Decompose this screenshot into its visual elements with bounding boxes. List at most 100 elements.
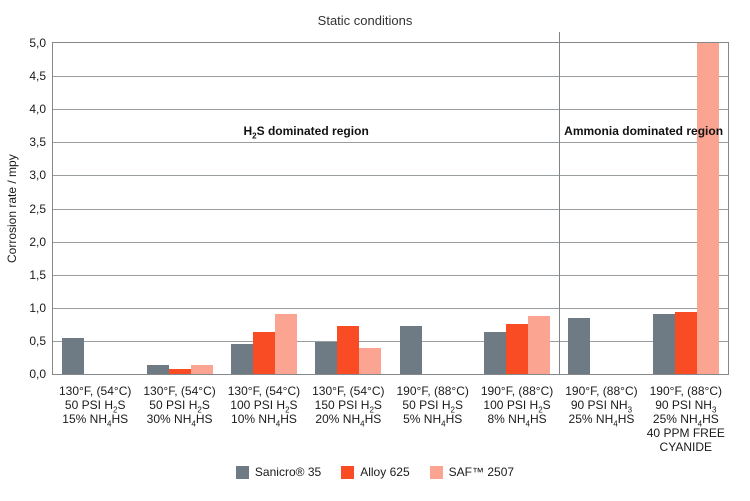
region-annotation: H2S dominated region — [243, 124, 369, 141]
subscript: 3 — [627, 405, 633, 415]
legend-item: SAF™ 2507 — [429, 465, 515, 479]
x-category-label-line: 100 PSI H2S — [230, 398, 298, 415]
y-tick-label: 0,5 — [29, 333, 46, 348]
legend-label: Sanicro® 35 — [254, 465, 322, 479]
subscript: 2 — [197, 405, 202, 415]
y-tick-label: 1,5 — [29, 267, 46, 282]
subscript: 4 — [360, 419, 365, 429]
bar — [168, 368, 191, 374]
bar — [315, 342, 338, 374]
x-category-label-line: 50 PSI H2S — [64, 398, 126, 415]
x-category-label-line: 25% NH4HS — [568, 412, 635, 429]
x-category-label-line: CYANIDE — [659, 440, 713, 454]
subscript: 4 — [106, 419, 112, 429]
x-category-label-line: 10% NH4HS — [231, 412, 297, 429]
legend-item: Sanicro® 35 — [235, 465, 322, 479]
x-category-label-line: 15% NH4HS — [62, 412, 129, 429]
x-category-label-line: 20% NH4HS — [315, 412, 382, 429]
gridline — [53, 76, 728, 78]
subscript: 4 — [275, 419, 281, 429]
legend-swatch — [429, 465, 443, 479]
y-tick-label: 5,0 — [29, 36, 46, 50]
subscript: 4 — [697, 419, 703, 429]
subscript: 2 — [252, 131, 257, 141]
x-category-label: 190°F, (88°C) 50 PSI H2S 5% NH4HS — [383, 384, 483, 429]
bar — [359, 348, 382, 374]
subscript: 4 — [613, 419, 618, 429]
y-tick-label: 2,0 — [29, 234, 46, 249]
legend-label: SAF™ 2507 — [448, 465, 515, 479]
region-divider — [559, 32, 561, 374]
y-tick-label: 0,0 — [29, 367, 46, 381]
bar — [674, 312, 697, 374]
x-category-label-line: 130°F, (54°C) — [143, 384, 216, 398]
bar — [652, 313, 675, 374]
x-category-label: 190°F, (88°C) 100 PSI H2S 8% NH4HS — [467, 384, 567, 429]
subscript: 2 — [113, 405, 118, 415]
x-category-label-line: 130°F, (54°C) — [58, 384, 132, 398]
legend-swatch — [235, 465, 249, 479]
y-tick-label: 3,5 — [29, 135, 46, 150]
y-tick-label: 1,0 — [29, 300, 46, 315]
x-category-label: 130°F, (54°C) 150 PSI H2S 20% NH4HS — [298, 384, 398, 429]
subscript: 4 — [525, 419, 530, 429]
y-tick-label: 2,5 — [29, 201, 46, 216]
legend-item: Alloy 625 — [341, 465, 410, 479]
bar — [506, 323, 529, 374]
legend-swatch — [341, 465, 355, 479]
gridline — [53, 241, 728, 243]
x-category-label: 130°F, (54°C) 50 PSI H2S 30% NH4HS — [130, 384, 230, 429]
bar — [528, 316, 551, 374]
bar — [252, 332, 275, 374]
y-tick-label: 4,0 — [29, 102, 46, 117]
gridline — [53, 274, 728, 276]
bar — [484, 331, 507, 374]
subscript: 4 — [441, 419, 446, 429]
x-category-label: 190°F, (88°C) 90 PSI NH3 25% NH4HS 40 PPM F… — [636, 384, 736, 454]
x-category-label-line: 90 PSI NH3 — [655, 398, 717, 415]
x-category-label-line: 190°F, (88°C) — [396, 384, 469, 398]
x-category-label-line: 130°F, (54°C) — [312, 384, 385, 398]
gridline — [53, 175, 728, 177]
bar — [230, 344, 253, 374]
region-annotation: Ammonia dominated region — [564, 124, 724, 138]
y-tick-label: 4,5 — [29, 69, 46, 84]
subscript: 2 — [285, 405, 290, 415]
x-category-label: 130°F, (54°C) 100 PSI H2S 10% NH4HS — [214, 384, 314, 429]
x-category-label-line: 190°F, (88°C) — [480, 384, 554, 398]
gridline — [53, 307, 728, 309]
x-category-label-line: 100 PSI H2S — [483, 398, 551, 415]
subscript: 2 — [450, 405, 455, 415]
gridline — [53, 208, 728, 210]
gridline — [53, 109, 728, 111]
subscript: 2 — [369, 405, 374, 415]
x-category-label: 190°F, (88°C) 90 PSI NH3 25% NH4HS — [551, 384, 651, 429]
x-category-label-line: 30% NH4HS — [146, 412, 213, 429]
x-category-label-line: 150 PSI H2S — [314, 398, 382, 415]
x-category-label-line: 5% NH4HS — [403, 412, 463, 429]
x-category-label: 130°F, (54°C) 50 PSI H2S 15% NH4HS — [45, 384, 145, 429]
gridline — [53, 340, 728, 342]
plot-area: H2S dominated region Ammonia dominated re… — [52, 32, 729, 375]
x-category-label-line: 90 PSI NH3 — [570, 398, 633, 415]
x-category-label-line: 25% NH4HS — [652, 412, 719, 429]
x-category-label-line: 50 PSI H2S — [402, 398, 463, 415]
bar — [146, 364, 169, 374]
bar — [696, 43, 719, 374]
x-category-label-line: 190°F, (88°C) — [565, 384, 638, 398]
x-category-label-line: 8% NH4HS — [487, 412, 547, 429]
subscript: 2 — [538, 405, 543, 415]
bar — [274, 314, 297, 374]
bar — [190, 364, 213, 374]
gridline — [53, 142, 728, 144]
x-category-label-line: 190°F, (88°C) — [649, 384, 723, 398]
subscript: 3 — [711, 405, 717, 415]
chart-title: Static conditions — [317, 13, 413, 28]
legend-label: Alloy 625 — [360, 465, 410, 479]
subscript: 4 — [191, 419, 196, 429]
x-category-label-line: 40 PPM FREE — [646, 426, 725, 440]
y-tick-label: 3,0 — [29, 168, 46, 183]
x-category-label-line: 50 PSI H2S — [149, 398, 210, 415]
bar — [62, 338, 85, 374]
